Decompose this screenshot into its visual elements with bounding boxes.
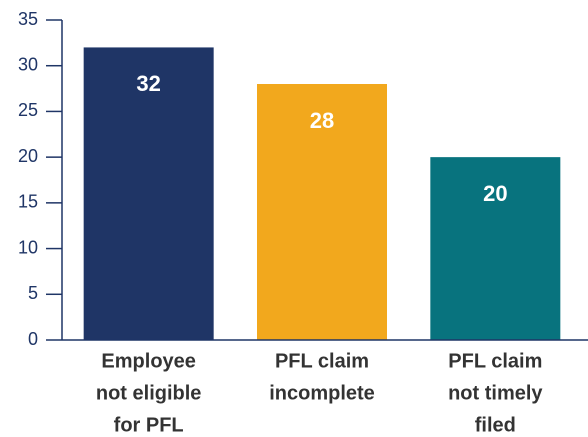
bar — [257, 84, 387, 340]
value-label: 20 — [483, 181, 507, 206]
x-tick-label: filed — [475, 414, 516, 436]
x-tick-label: PFL claim — [448, 350, 542, 372]
y-tick-label: 15 — [18, 192, 38, 212]
x-tick-label: not timely — [448, 382, 543, 404]
value-label: 28 — [310, 108, 334, 133]
bar — [83, 47, 214, 341]
y-tick-label: 5 — [28, 283, 38, 303]
value-label: 32 — [136, 71, 160, 96]
y-tick-label: 30 — [18, 54, 38, 74]
x-tick-label: not eligible — [96, 382, 202, 404]
bar — [430, 157, 561, 340]
y-tick-label: 10 — [18, 237, 38, 257]
y-tick-label: 25 — [18, 100, 38, 120]
x-tick-label: for PFL — [114, 414, 184, 436]
y-tick-label: 35 — [18, 9, 38, 29]
y-tick-label: 20 — [18, 146, 38, 166]
x-tick-label: Employee — [101, 350, 195, 372]
x-tick-label: PFL claim — [275, 350, 369, 372]
y-tick-label: 0 — [28, 329, 38, 349]
x-tick-label: incomplete — [269, 382, 375, 404]
